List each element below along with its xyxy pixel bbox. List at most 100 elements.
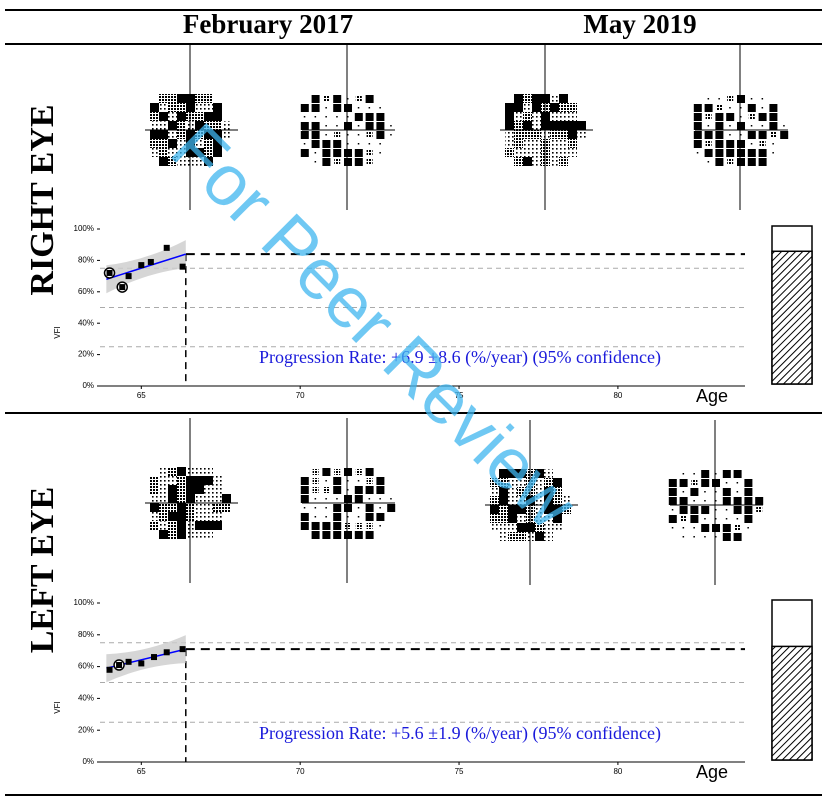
field-cell: [532, 103, 541, 112]
field-cell: [301, 149, 309, 157]
field-cell: [313, 478, 319, 484]
field-cell: [355, 531, 363, 539]
field-cell: [505, 148, 514, 157]
field-cell: [358, 507, 360, 509]
field-cell: [150, 112, 159, 121]
field-cell: [168, 485, 177, 494]
field-cell: [737, 95, 745, 103]
field-cell: [550, 103, 559, 112]
field-cell: [313, 469, 319, 475]
field-cell: [304, 116, 306, 118]
field-cell: [376, 113, 384, 121]
field-cell: [315, 161, 317, 163]
field-cell: [523, 157, 532, 166]
field-cell: [729, 107, 731, 109]
field-cell: [195, 494, 204, 503]
field-cell: [550, 130, 559, 139]
field-cell: [568, 112, 577, 121]
field-cell: [312, 140, 320, 148]
field-cell: [712, 479, 720, 487]
field-cell: [770, 132, 776, 138]
field-cell: [748, 104, 756, 112]
field-cell: [683, 491, 685, 493]
field-cell: [772, 143, 774, 145]
field-cell: [690, 506, 698, 514]
field-cell: [323, 487, 329, 493]
field-cell: [376, 131, 384, 139]
field-cell: [669, 497, 677, 505]
field-cell: [177, 94, 186, 103]
field-cell: [325, 498, 327, 500]
field-cell: [355, 113, 363, 121]
field-cell: [204, 94, 213, 103]
field-cell: [737, 482, 739, 484]
field-cell: [701, 524, 709, 532]
field-cell: [379, 507, 381, 509]
field-cell: [693, 527, 695, 529]
field-cell: [751, 143, 753, 145]
field-cell: [159, 494, 168, 503]
field-cell: [168, 112, 177, 121]
field-cell: [366, 513, 374, 521]
field-cell: [195, 530, 204, 539]
field-cell: [737, 149, 745, 157]
field-cell: [726, 149, 734, 157]
field-cell: [490, 523, 499, 532]
field-cell: [701, 470, 709, 478]
field-cell: [762, 107, 764, 109]
field-cell: [168, 503, 177, 512]
x-tick-label: 80: [613, 391, 622, 400]
field-cell: [367, 523, 373, 529]
field-cell: [322, 140, 330, 148]
field-cell: [490, 514, 499, 523]
field-cell: [177, 521, 186, 530]
field-cell: [159, 485, 168, 494]
field-cell: [550, 148, 559, 157]
field-cell: [760, 141, 766, 147]
field-cell: [559, 139, 568, 148]
field-cell: [204, 467, 213, 476]
field-cell: [705, 149, 713, 157]
field-cell: [177, 103, 186, 112]
field-cell: [769, 113, 777, 121]
point: [138, 660, 144, 666]
field-cell: [344, 158, 352, 166]
field-cell: [523, 103, 532, 112]
field-cell: [514, 139, 523, 148]
field-cell: [159, 121, 168, 130]
y-tick-label: 100%: [74, 598, 94, 607]
field-cell: [159, 467, 168, 476]
field-cell: [322, 468, 330, 476]
field-cell: [344, 531, 352, 539]
x-axis-label: Age: [696, 762, 728, 782]
field-cell: [168, 512, 177, 521]
field-cell: [159, 521, 168, 530]
field-cell: [313, 487, 319, 493]
field-cell: [680, 506, 688, 514]
field-cell: [755, 497, 763, 505]
field-cell: [672, 509, 674, 511]
field-cell: [681, 516, 687, 522]
field-cell: [195, 476, 204, 485]
field-cell: [150, 494, 159, 503]
field-cell: [550, 94, 559, 103]
field-cell: [168, 103, 177, 112]
field-cell: [727, 159, 733, 165]
field-cell: [683, 473, 685, 475]
field-cell: [715, 113, 723, 121]
field-cell: [325, 134, 327, 136]
y-tick-label: 20%: [78, 725, 94, 734]
visual-field: [301, 418, 395, 583]
point: [138, 262, 144, 268]
field-cell: [150, 103, 159, 112]
field-cell: [505, 139, 514, 148]
field-cell: [559, 157, 568, 166]
field-cell: [168, 94, 177, 103]
field-cell: [780, 131, 788, 139]
field-cell: [523, 139, 532, 148]
field-cell: [336, 125, 338, 127]
field-cell: [505, 130, 514, 139]
field-cell: [376, 486, 384, 494]
field-cell: [177, 485, 186, 494]
field-cell: [358, 134, 360, 136]
